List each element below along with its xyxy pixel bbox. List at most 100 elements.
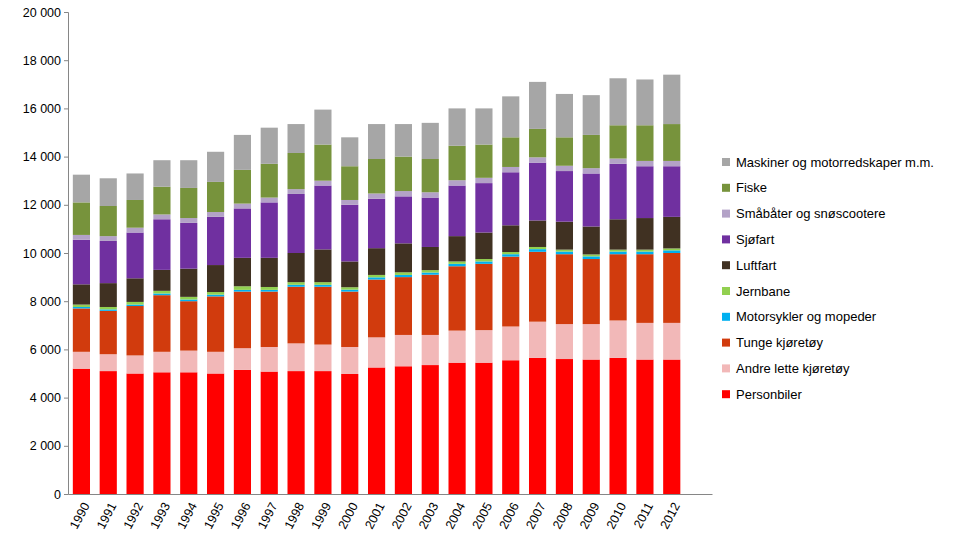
bar-segment [234, 170, 251, 204]
bar-segment [422, 365, 439, 494]
bar-segment [180, 372, 197, 494]
x-tick: 2001 [362, 494, 387, 531]
bar-segment [180, 351, 197, 373]
bar-segment [422, 198, 439, 247]
bar-segment [395, 366, 412, 494]
x-tick: 2010 [604, 494, 629, 531]
bar-segment [261, 347, 278, 372]
y-axis-line [64, 13, 69, 495]
bar-segment [556, 252, 573, 255]
bar-segment [529, 157, 546, 162]
x-tick: 2007 [523, 494, 548, 531]
bar-segment [556, 359, 573, 494]
chart: 02 0004 0006 0008 00010 00012 00014 0001… [0, 0, 957, 549]
legend-label: Småbåter og snøscootere [736, 206, 886, 221]
bar-segment [448, 180, 465, 185]
bar-segment [207, 217, 224, 265]
bar-segment [100, 241, 117, 283]
bar-segment [100, 178, 117, 206]
bar-segment [314, 371, 331, 494]
bar-segment [100, 309, 117, 310]
bar-segment [422, 192, 439, 197]
bar-segment [609, 254, 626, 320]
bar-segment [448, 146, 465, 180]
y-tick: 20 000 [23, 6, 68, 20]
x-tick: 1999 [309, 494, 334, 531]
x-tick: 2003 [416, 494, 441, 531]
bar-segment [287, 287, 304, 344]
x-tick-label: 2003 [416, 500, 441, 531]
bar-segment [395, 124, 412, 157]
y-tick: 10 000 [23, 247, 68, 261]
x-tick-label: 1997 [255, 500, 280, 531]
bar-segment [368, 193, 385, 198]
legend-item: Andre lette kjøretøy [722, 361, 850, 376]
bar-segment [100, 311, 117, 354]
bar-segment [475, 183, 492, 232]
legend-label: Jernbane [736, 284, 790, 299]
bar-segment [583, 168, 600, 173]
bar-segment [207, 374, 224, 495]
bar-segment [502, 254, 519, 256]
bar-segment [529, 82, 546, 129]
bar-segment [368, 367, 385, 494]
x-tick-label: 2001 [362, 500, 387, 531]
bar-segment [529, 358, 546, 494]
bar-segment [502, 96, 519, 137]
y-tick: 4 000 [30, 391, 68, 405]
bar-segment [448, 264, 465, 266]
bar-segment [422, 123, 439, 159]
bar-segment [73, 175, 90, 203]
bar-segment [475, 264, 492, 330]
x-tick: 2005 [470, 494, 495, 531]
bar-segment [529, 163, 546, 221]
y-tick-mark [64, 253, 68, 254]
x-tick-label: 2007 [523, 500, 548, 531]
bar-segment [636, 125, 653, 161]
y-tick-mark [64, 205, 68, 206]
bar-segment [475, 363, 492, 494]
bar-segment [287, 194, 304, 253]
bar-segment [261, 128, 278, 164]
bar-segment [153, 295, 170, 352]
bar-segment [529, 129, 546, 157]
bar-segment [261, 287, 278, 290]
legend-item: Jernbane [722, 284, 790, 299]
bar-segment [153, 187, 170, 215]
x-tick: 2004 [443, 494, 468, 531]
bar-segment [583, 135, 600, 168]
bar-segment [583, 256, 600, 259]
legend-swatch [722, 158, 730, 166]
bar-segment [287, 189, 304, 194]
x-tick: 1995 [201, 494, 226, 531]
bar-segment [261, 202, 278, 257]
bar-segment [556, 324, 573, 359]
bar-segment [180, 160, 197, 188]
bar-segment [180, 297, 197, 300]
bar-segment [314, 181, 331, 186]
bar-segment [609, 252, 626, 255]
bar-segment [261, 258, 278, 287]
x-tick: 2008 [550, 494, 575, 531]
bar-segment [287, 343, 304, 371]
bar-segment [261, 292, 278, 347]
bar-segment [663, 360, 680, 494]
bar-segment [73, 352, 90, 369]
y-tick: 8 000 [30, 295, 68, 309]
bar-segment [663, 166, 680, 217]
bar-segment [126, 306, 143, 355]
bar-segment [314, 345, 331, 372]
x-axis-line [69, 494, 713, 495]
x-tick: 2009 [577, 494, 602, 531]
legend-item: Tunge kjøretøy [722, 335, 823, 350]
bar-segment [341, 290, 358, 292]
bar-segment [529, 322, 546, 358]
legend-swatch [722, 287, 730, 295]
bar-segment [609, 159, 626, 164]
bar-segment [475, 330, 492, 363]
bar-segment [341, 292, 358, 347]
bar-segment [448, 266, 465, 330]
y-tick-mark [64, 494, 68, 495]
y-tick: 14 000 [23, 150, 68, 164]
y-tick-label: 4 000 [30, 391, 61, 405]
